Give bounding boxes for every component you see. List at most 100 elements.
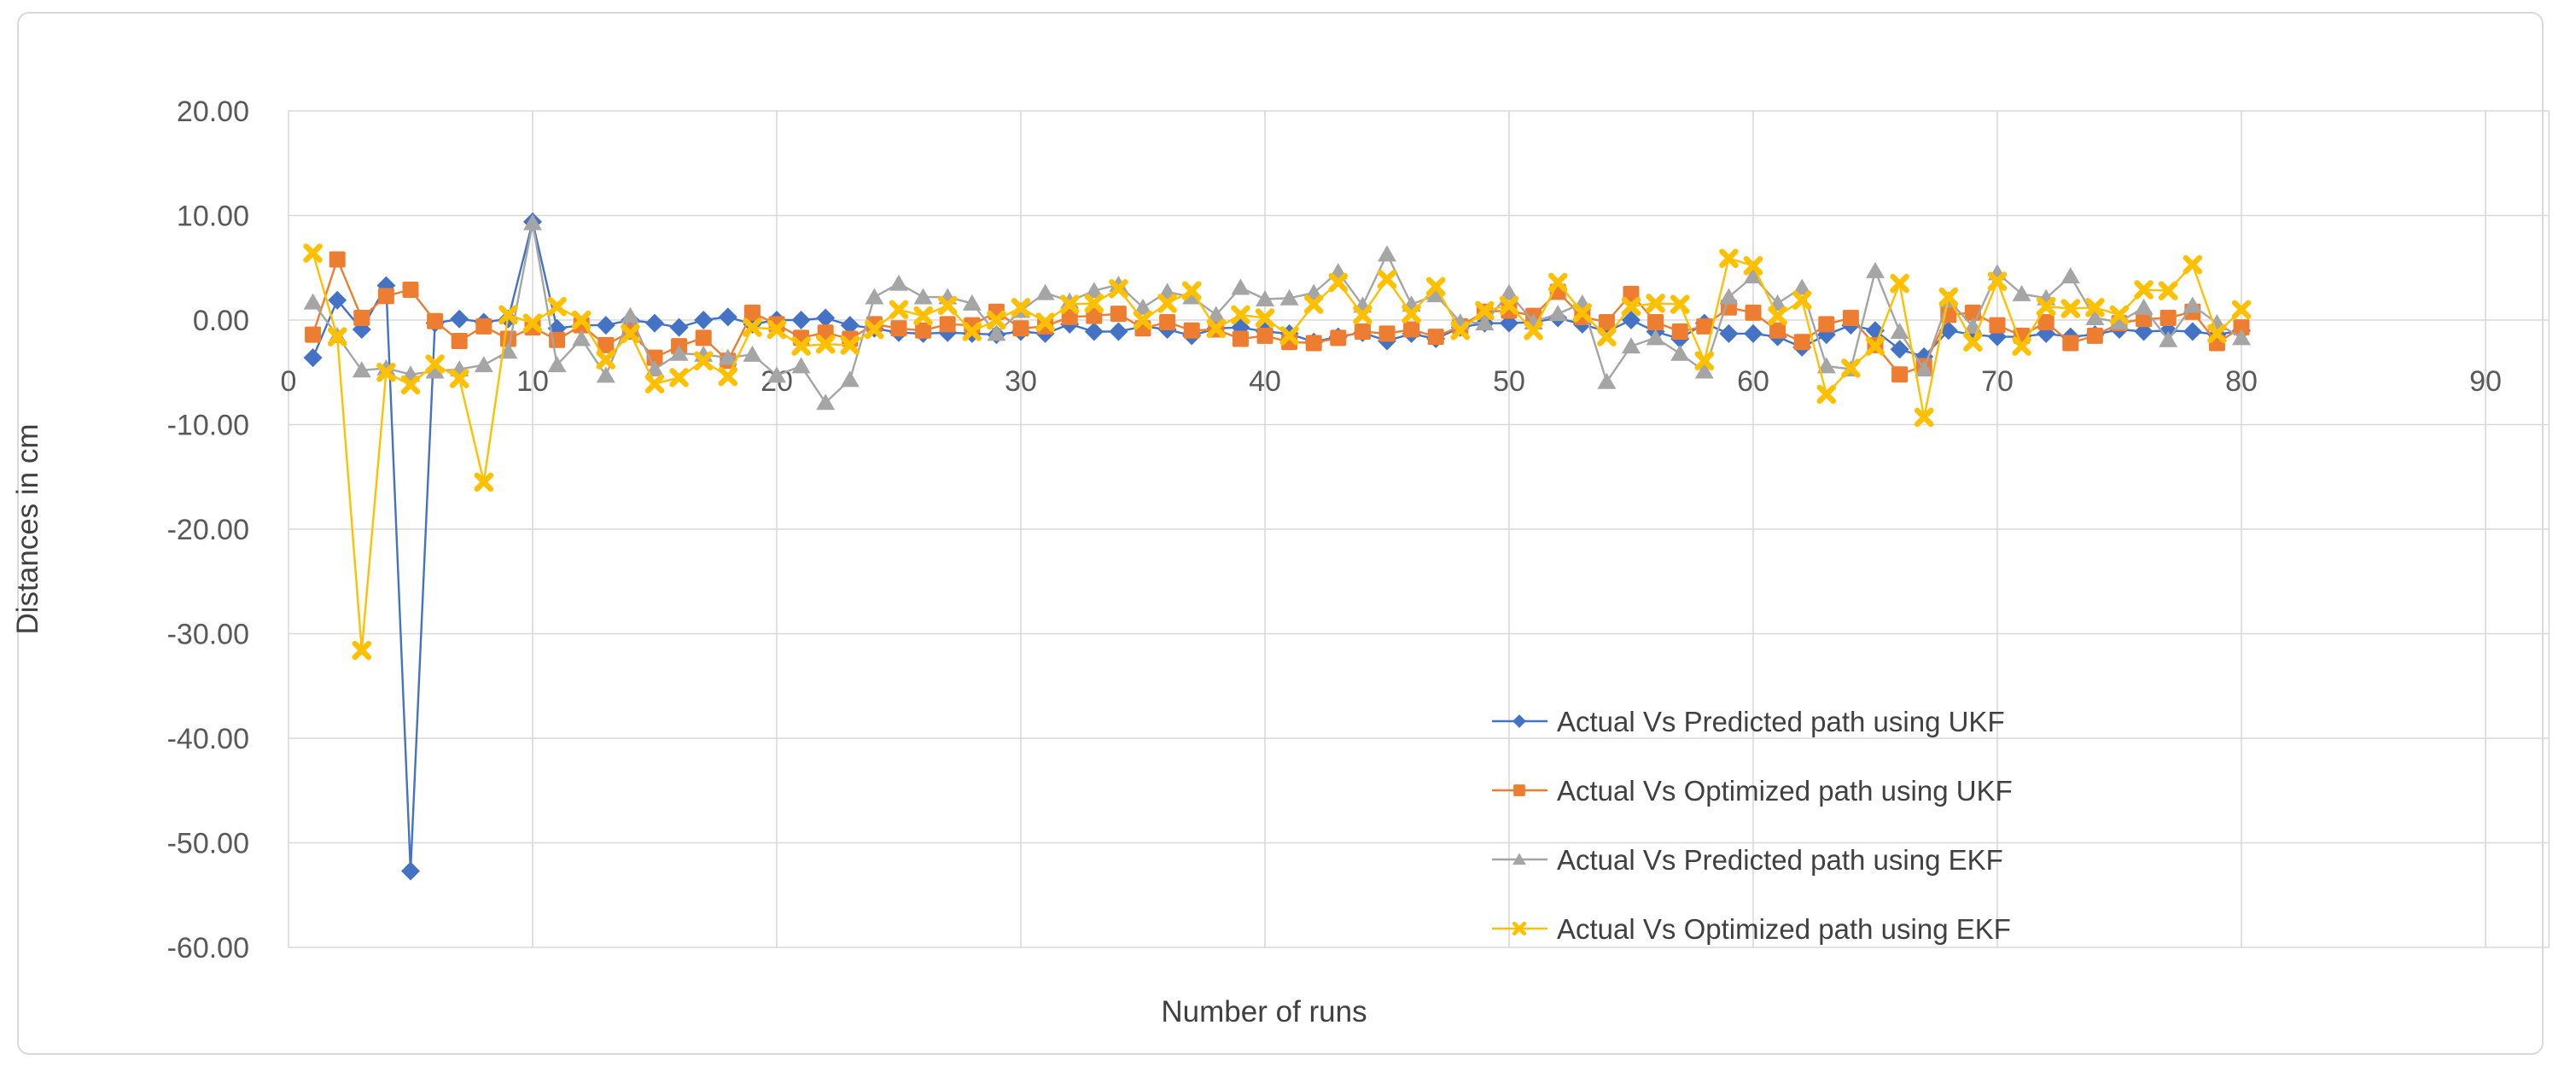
- x-marker: [1499, 295, 1519, 316]
- series-line: [312, 253, 2242, 652]
- x-marker: [1109, 279, 1128, 299]
- triangle-marker: [1890, 322, 1909, 339]
- square-marker: [1745, 304, 1762, 321]
- square-marker: [1818, 316, 1835, 333]
- square-marker: [890, 320, 907, 337]
- triangle-marker: [498, 342, 518, 359]
- x-marker: [1133, 310, 1153, 330]
- triangle-marker: [596, 366, 615, 383]
- y-tick-label: -20.00: [167, 514, 249, 546]
- diamond-marker: [450, 309, 469, 329]
- square-marker: [1110, 306, 1127, 323]
- triangle-marker: [1597, 372, 1617, 389]
- x-marker: [596, 350, 616, 370]
- x-marker: [743, 317, 762, 337]
- triangle-marker: [474, 356, 493, 373]
- square-marker: [1159, 313, 1176, 330]
- x-tick-label: 40: [1249, 365, 1281, 398]
- triangle-marker: [2085, 309, 2105, 326]
- x-marker: [1694, 351, 1715, 371]
- triangle-marker: [2110, 312, 2129, 329]
- x-marker: [1353, 305, 1373, 325]
- triangle-marker: [1816, 357, 1836, 374]
- square-marker: [1061, 308, 1078, 325]
- x-marker: [621, 323, 640, 344]
- diamond-marker: [694, 311, 714, 329]
- diamond-marker: [669, 317, 689, 337]
- square-marker: [1647, 313, 1664, 330]
- diamond-marker: [1512, 714, 1526, 728]
- x-marker: [1279, 326, 1299, 346]
- diamond-marker: [1719, 323, 1739, 343]
- triangle-marker: [1548, 305, 1568, 322]
- x-marker: [987, 310, 1006, 330]
- triangle-marker: [1256, 290, 1274, 306]
- square-marker: [597, 336, 615, 353]
- x-marker: [2134, 280, 2153, 300]
- triangle-marker: [1084, 282, 1104, 299]
- x-marker: [571, 310, 592, 330]
- triangle-marker: [718, 348, 737, 365]
- triangle-marker: [1035, 283, 1055, 300]
- diamond-marker: [816, 308, 836, 328]
- series-lines-and-markers: [303, 212, 2252, 881]
- triangle-marker: [1915, 360, 1934, 377]
- x-marker: [1231, 305, 1250, 325]
- x-marker: [1328, 272, 1349, 293]
- x-marker: [1768, 306, 1787, 326]
- square-marker: [2062, 335, 2079, 352]
- x-marker: [1792, 290, 1812, 310]
- x-marker: [791, 336, 811, 356]
- x-marker: [1572, 303, 1593, 323]
- diamond-marker: [401, 861, 420, 881]
- x-tick-label: 60: [1737, 365, 1769, 398]
- square-marker: [402, 281, 419, 298]
- triangle-marker: [1622, 337, 1641, 354]
- x-marker: [766, 319, 787, 340]
- triangle-marker: [1279, 288, 1299, 306]
- x-marker: [522, 313, 543, 333]
- diamond-marker: [840, 316, 860, 335]
- triangle-marker: [1792, 278, 1812, 295]
- x-marker: [2109, 305, 2130, 325]
- square-marker: [2159, 310, 2177, 327]
- x-marker: [840, 335, 860, 355]
- diamond-marker: [1084, 322, 1104, 341]
- triangle-marker: [1231, 278, 1250, 295]
- triangle-marker: [669, 344, 689, 361]
- square-marker: [1513, 784, 1525, 796]
- triangle-marker: [1378, 245, 1396, 262]
- triangle-marker: [913, 288, 933, 305]
- triangle-marker: [1719, 288, 1739, 305]
- square-marker: [1086, 307, 1103, 324]
- triangle-marker: [1744, 267, 1763, 284]
- square-marker: [353, 310, 370, 327]
- square-marker: [1403, 321, 1420, 338]
- x-marker: [1816, 384, 1837, 405]
- x-marker: [303, 243, 323, 263]
- x-marker: [1597, 327, 1617, 347]
- square-marker: [1378, 325, 1396, 342]
- diamond-marker: [1744, 323, 1763, 343]
- x-marker: [1743, 256, 1763, 276]
- square-marker: [1256, 327, 1273, 344]
- square-marker: [695, 329, 712, 347]
- x-tick-label: 90: [2469, 365, 2502, 398]
- x-tick-label: 0: [281, 365, 297, 398]
- chart-outer-frame: [17, 12, 2544, 1055]
- x-marker: [2012, 336, 2031, 356]
- legend-label: Actual Vs Predicted path using EKF: [1557, 844, 2003, 876]
- square-marker: [2136, 311, 2153, 328]
- triangle-marker: [767, 366, 786, 383]
- x-marker: [2158, 281, 2178, 300]
- triangle-marker: [1426, 286, 1446, 303]
- triangle-marker: [1182, 288, 1202, 305]
- diamond-marker: [718, 307, 737, 327]
- triangle-marker: [303, 293, 323, 310]
- x-marker: [962, 322, 982, 341]
- x-marker: [2207, 323, 2227, 344]
- triangle-marker: [2232, 329, 2251, 346]
- triangle-marker: [840, 370, 860, 387]
- square-marker: [1183, 322, 1200, 339]
